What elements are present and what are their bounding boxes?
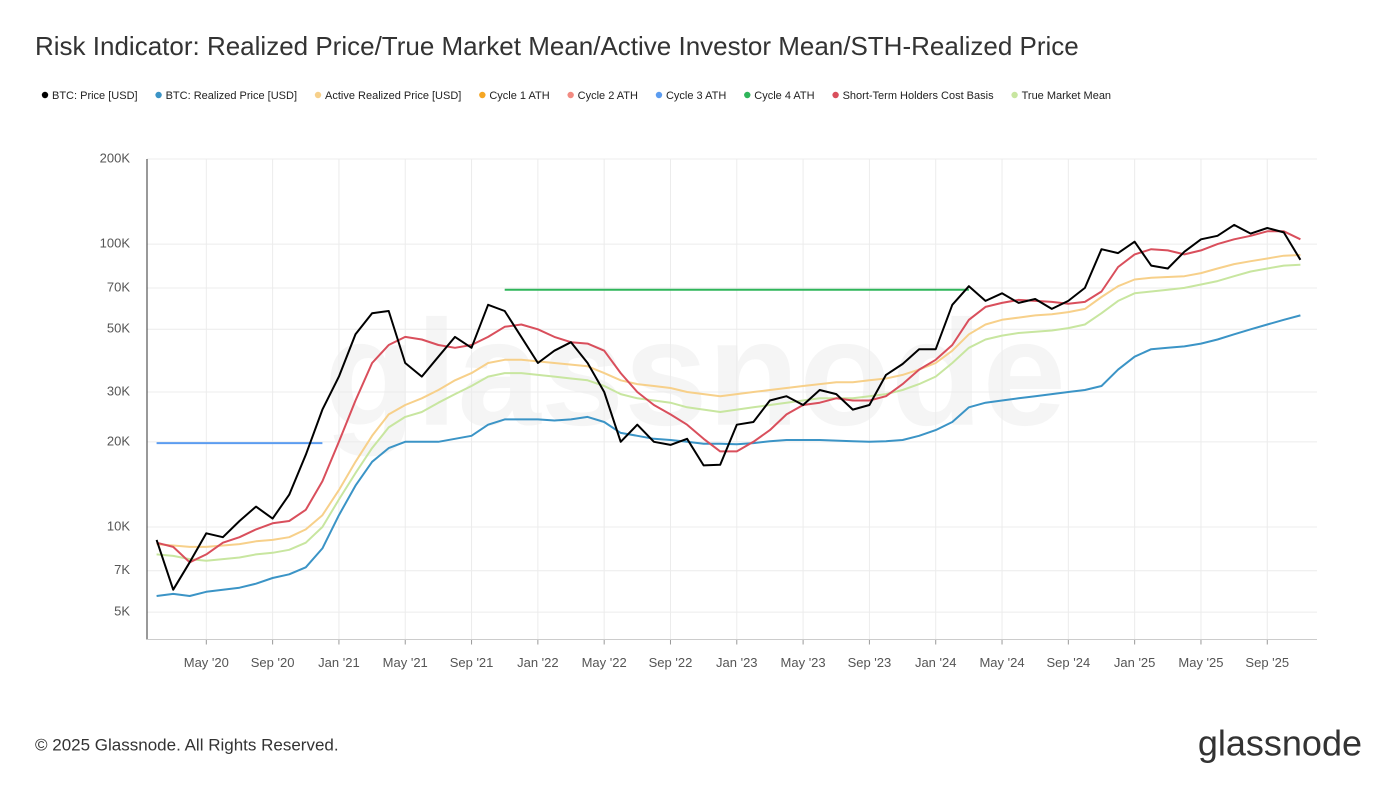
x-tick-label: Sep '21: [450, 655, 494, 670]
series-line: [155, 223, 1302, 591]
y-tick-label: 5K: [114, 604, 130, 619]
legend-dot: [479, 91, 486, 99]
legend-item[interactable]: Cycle 1 ATH: [479, 90, 550, 102]
legend-item[interactable]: Active Realized Price [USD]: [314, 90, 462, 102]
y-tick-label: 200K: [100, 150, 131, 165]
x-tick-label: May '25: [1178, 655, 1223, 670]
legend-dot: [832, 91, 839, 99]
legend-label: Cycle 4 ATH: [754, 90, 814, 102]
legend-dot: [567, 91, 574, 99]
series-line: [156, 230, 1301, 564]
x-tick-label: Sep '24: [1046, 655, 1090, 670]
legend-label: Cycle 2 ATH: [578, 90, 638, 102]
logo: glassnode: [1198, 723, 1362, 764]
y-tick-label: 7K: [114, 562, 130, 577]
legend-dot: [41, 91, 49, 99]
legend-item[interactable]: Cycle 3 ATH: [655, 90, 727, 102]
y-tick-label: 70K: [107, 279, 130, 294]
x-tick-label: May '20: [184, 655, 229, 670]
legend-label: Short-Term Holders Cost Basis: [843, 90, 994, 102]
chart-title: Risk Indicator: Realized Price/True Mark…: [35, 31, 1079, 61]
legend-label: Cycle 3 ATH: [666, 90, 726, 102]
footer: © 2025 Glassnode. All Rights Reserved.: [35, 735, 339, 754]
watermark: glassnode: [324, 289, 1066, 457]
x-tick-label: Sep '25: [1245, 655, 1289, 670]
legend-dot: [155, 91, 162, 99]
x-tick-label: May '24: [979, 655, 1024, 670]
x-tick-label: May '22: [582, 655, 627, 670]
legend-dot: [1011, 91, 1018, 99]
series-line: [156, 254, 1301, 548]
legend-dot: [744, 91, 751, 99]
x-tick-label: Jan '24: [915, 655, 957, 670]
legend-item[interactable]: BTC: Realized Price [USD]: [155, 90, 297, 102]
legend-label: BTC: Realized Price [USD]: [166, 90, 297, 102]
x-tick-label: Sep '23: [848, 655, 892, 670]
legend-dot: [314, 91, 322, 99]
legend-label: Active Realized Price [USD]: [325, 90, 461, 102]
legend-item[interactable]: True Market Mean: [1011, 90, 1111, 102]
legend-item[interactable]: Cycle 2 ATH: [567, 90, 638, 102]
x-tick-label: Jan '22: [517, 655, 559, 670]
legend-label: Cycle 1 ATH: [489, 90, 549, 102]
legend-item[interactable]: Cycle 4 ATH: [744, 90, 815, 102]
series-line: [156, 263, 1301, 562]
x-tick-label: May '23: [781, 655, 826, 670]
legend-item[interactable]: Short-Term Holders Cost Basis: [832, 90, 994, 102]
y-tick-label: 50K: [107, 321, 130, 336]
y-tick-label: 10K: [107, 518, 130, 533]
legend-item[interactable]: BTC: Price [USD]: [41, 90, 138, 102]
x-tick-label: Sep '22: [649, 655, 693, 670]
x-tick-label: Jan '21: [318, 655, 360, 670]
y-tick-label: 30K: [107, 383, 130, 398]
legend-label: True Market Mean: [1022, 90, 1111, 102]
legend-dot: [655, 91, 663, 99]
y-tick-label: 20K: [107, 433, 130, 448]
x-tick-label: May '21: [383, 655, 428, 670]
y-tick-label: 100K: [100, 236, 131, 251]
x-tick-label: Sep '20: [251, 655, 295, 670]
legend-label: BTC: Price [USD]: [52, 90, 138, 102]
x-tick-label: Jan '25: [1114, 655, 1156, 670]
grid: [147, 158, 1317, 640]
x-tick-label: Jan '23: [716, 655, 758, 670]
